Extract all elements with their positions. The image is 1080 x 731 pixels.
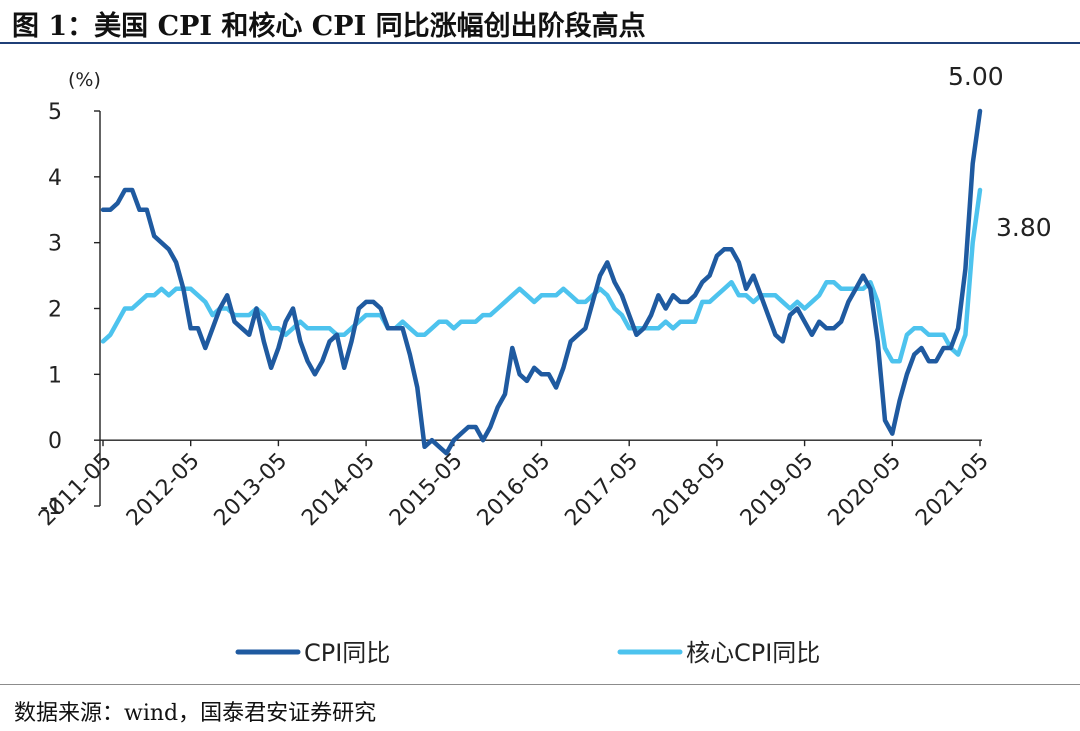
x-tick-label: 2014-05 [297, 448, 380, 531]
x-tick-label: 2011-05 [34, 448, 117, 531]
x-tick-label: 2016-05 [473, 448, 556, 531]
x-tick-label: 2017-05 [560, 448, 643, 531]
annotations: 5.00 3.80 [948, 62, 1052, 242]
chart-title: 图 1：美国 CPI 和核心 CPI 同比涨幅创出阶段高点 [12, 11, 646, 42]
legend-label: CPI同比 [304, 639, 390, 667]
x-tick-label: 2019-05 [736, 448, 819, 531]
y-tick-label: -1 [40, 495, 62, 520]
legend: CPI同比 核心CPI同比 [235, 639, 820, 667]
y-tick-label: 1 [48, 363, 62, 388]
x-tick-label: 2015-05 [385, 448, 468, 531]
source-note: 数据来源：wind，国泰君安证券研究 [14, 701, 377, 726]
data-label: 3.80 [996, 213, 1052, 242]
legend-label: 核心CPI同比 [686, 639, 820, 667]
y-tick-label: 4 [48, 166, 62, 191]
y-axis-unit-label: (%) [68, 69, 101, 91]
x-tick-label: 2018-05 [648, 448, 731, 531]
series-lines [100, 108, 983, 456]
y-tick-label: 5 [48, 100, 62, 125]
x-tick-label: 2013-05 [210, 448, 293, 531]
data-label: 5.00 [948, 62, 1004, 91]
y-tick-label: 2 [48, 298, 62, 323]
series-line-cpi [100, 108, 983, 456]
series-line-core-cpi [100, 187, 983, 364]
x-tick-label: 2020-05 [824, 448, 907, 531]
x-tick-label: 2021-05 [911, 448, 994, 531]
x-tick-label: 2012-05 [122, 448, 205, 531]
source-bar: 数据来源：wind，国泰君安证券研究 [0, 684, 1080, 731]
title-bar: 图 1：美国 CPI 和核心 CPI 同比涨幅创出阶段高点 [0, 0, 1080, 44]
y-tick-label: 3 [48, 232, 62, 257]
y-tick-label: 0 [48, 429, 62, 454]
